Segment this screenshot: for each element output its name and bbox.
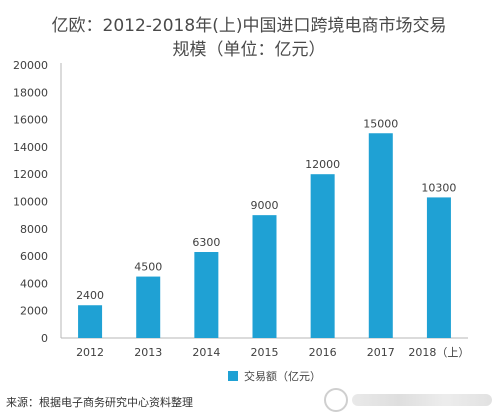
x-tick-label: 2017 [367,346,395,359]
data-label: 9000 [251,199,279,212]
x-tick-label: 2012 [76,346,104,359]
y-tick-label: 18000 [13,86,48,99]
bar-6 [426,197,451,338]
data-label: 4500 [134,261,162,274]
chart-title-line-1: 亿欧：2012-2018年(上)中国进口跨境电商市场交易 [51,16,447,36]
data-label: 2400 [76,289,104,302]
y-tick-label: 2000 [20,305,48,318]
x-tick-label: 2015 [251,346,279,359]
bar-2 [194,252,219,338]
source-note: 来源：根据电子商务研究中心资料整理 [6,396,193,409]
y-tick-label: 8000 [20,223,48,236]
chart-title-line-2: 规模（单位：亿元） [172,40,326,60]
y-tick-label: 10000 [13,196,48,209]
x-tick-label: 2014 [192,346,220,359]
y-tick-label: 14000 [13,141,48,154]
legend-swatch [228,371,238,381]
y-tick-label: 20000 [13,59,48,72]
chart-title: 亿欧：2012-2018年(上)中国进口跨境电商市场交易 规模（单位：亿元） [0,14,498,62]
y-tick-label: 6000 [20,250,48,263]
y-tick-label: 12000 [13,168,48,181]
watermark-text-blurred [352,394,492,406]
bar-5 [368,133,393,338]
watermark [324,388,492,412]
bar-4 [310,174,335,338]
x-tick-label: 2016 [309,346,337,359]
bar-1 [136,276,161,338]
legend-label: 交易额（亿元） [244,370,321,383]
watermark-logo-icon [324,388,348,412]
bar-0 [78,305,103,338]
x-tick-label: 2018（上） [408,346,469,359]
chart-legend: 交易额（亿元） [228,368,321,384]
bar-3 [252,215,277,338]
y-tick-label: 4000 [20,277,48,290]
data-label: 15000 [363,117,398,130]
data-label: 12000 [305,158,340,171]
x-tick-label: 2013 [134,346,162,359]
data-label: 6300 [192,236,220,249]
y-tick-label: 0 [41,332,48,345]
data-label: 10300 [421,181,456,194]
y-tick-label: 16000 [13,114,48,127]
